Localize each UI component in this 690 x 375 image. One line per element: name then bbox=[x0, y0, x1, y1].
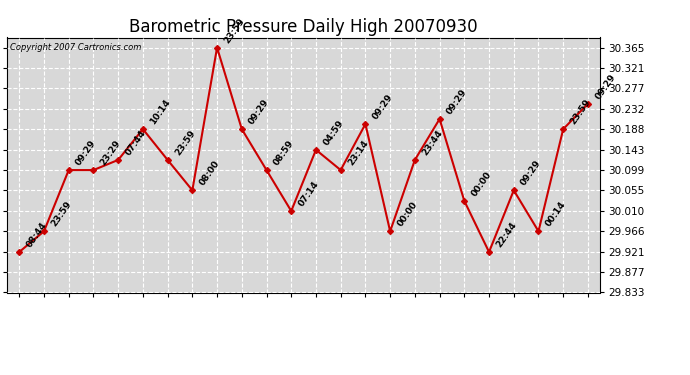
Text: 09/20: 09/20 bbox=[360, 296, 371, 327]
Text: 09:29: 09:29 bbox=[593, 72, 618, 101]
Text: 09/08: 09/08 bbox=[63, 296, 74, 327]
Text: 00:00: 00:00 bbox=[395, 200, 420, 228]
Text: 07:14: 07:14 bbox=[297, 180, 321, 208]
Text: 09:29: 09:29 bbox=[445, 87, 469, 116]
Title: Barometric Pressure Daily High 20070930: Barometric Pressure Daily High 20070930 bbox=[129, 18, 478, 36]
Text: 09:29: 09:29 bbox=[371, 93, 395, 121]
Text: 09/24: 09/24 bbox=[460, 296, 469, 327]
Text: 09/16: 09/16 bbox=[262, 296, 271, 327]
Text: 10:14: 10:14 bbox=[148, 98, 172, 126]
Text: 09/21: 09/21 bbox=[385, 296, 395, 327]
Text: 09/23: 09/23 bbox=[435, 296, 444, 327]
Text: 23:29: 23:29 bbox=[99, 139, 123, 167]
Text: 09/22: 09/22 bbox=[410, 296, 420, 327]
Text: 23:14: 23:14 bbox=[346, 139, 370, 167]
Text: 09/28: 09/28 bbox=[558, 296, 568, 327]
Text: 08:44: 08:44 bbox=[25, 220, 49, 249]
Text: 08:00: 08:00 bbox=[198, 159, 221, 188]
Text: Copyright 2007 Cartronics.com: Copyright 2007 Cartronics.com bbox=[10, 43, 141, 52]
Text: 09/15: 09/15 bbox=[237, 296, 247, 327]
Text: 23:59: 23:59 bbox=[569, 98, 593, 126]
Text: 09:29: 09:29 bbox=[75, 139, 98, 167]
Text: 09/14: 09/14 bbox=[212, 296, 222, 327]
Text: 04:59: 04:59 bbox=[322, 118, 346, 147]
Text: 00:00: 00:00 bbox=[470, 170, 493, 198]
Text: 23:59: 23:59 bbox=[173, 129, 197, 157]
Text: 00:14: 00:14 bbox=[544, 200, 568, 228]
Text: 09/07: 09/07 bbox=[39, 296, 49, 327]
Text: 09/09: 09/09 bbox=[88, 296, 99, 327]
Text: 09/10: 09/10 bbox=[113, 296, 123, 327]
Text: 09/11: 09/11 bbox=[138, 296, 148, 327]
Text: 09/29: 09/29 bbox=[583, 296, 593, 327]
Text: 22:44: 22:44 bbox=[495, 220, 518, 249]
Text: 09/17: 09/17 bbox=[286, 296, 296, 327]
Text: 23:59: 23:59 bbox=[223, 16, 246, 45]
Text: 09:29: 09:29 bbox=[520, 159, 543, 188]
Text: 09/19: 09/19 bbox=[336, 296, 346, 327]
Text: 09/06: 09/06 bbox=[14, 296, 24, 327]
Text: 09/26: 09/26 bbox=[509, 296, 519, 327]
Text: 08:59: 08:59 bbox=[272, 139, 296, 167]
Text: 23:59: 23:59 bbox=[50, 200, 73, 228]
Text: 23:44: 23:44 bbox=[420, 128, 444, 157]
Text: 09/12: 09/12 bbox=[163, 296, 172, 327]
Text: 09/18: 09/18 bbox=[311, 296, 321, 327]
Text: 09/13: 09/13 bbox=[188, 296, 197, 327]
Text: 07:44: 07:44 bbox=[124, 128, 148, 157]
Text: 09/27: 09/27 bbox=[533, 296, 544, 327]
Text: 09:29: 09:29 bbox=[247, 98, 271, 126]
Text: 09/25: 09/25 bbox=[484, 296, 494, 327]
